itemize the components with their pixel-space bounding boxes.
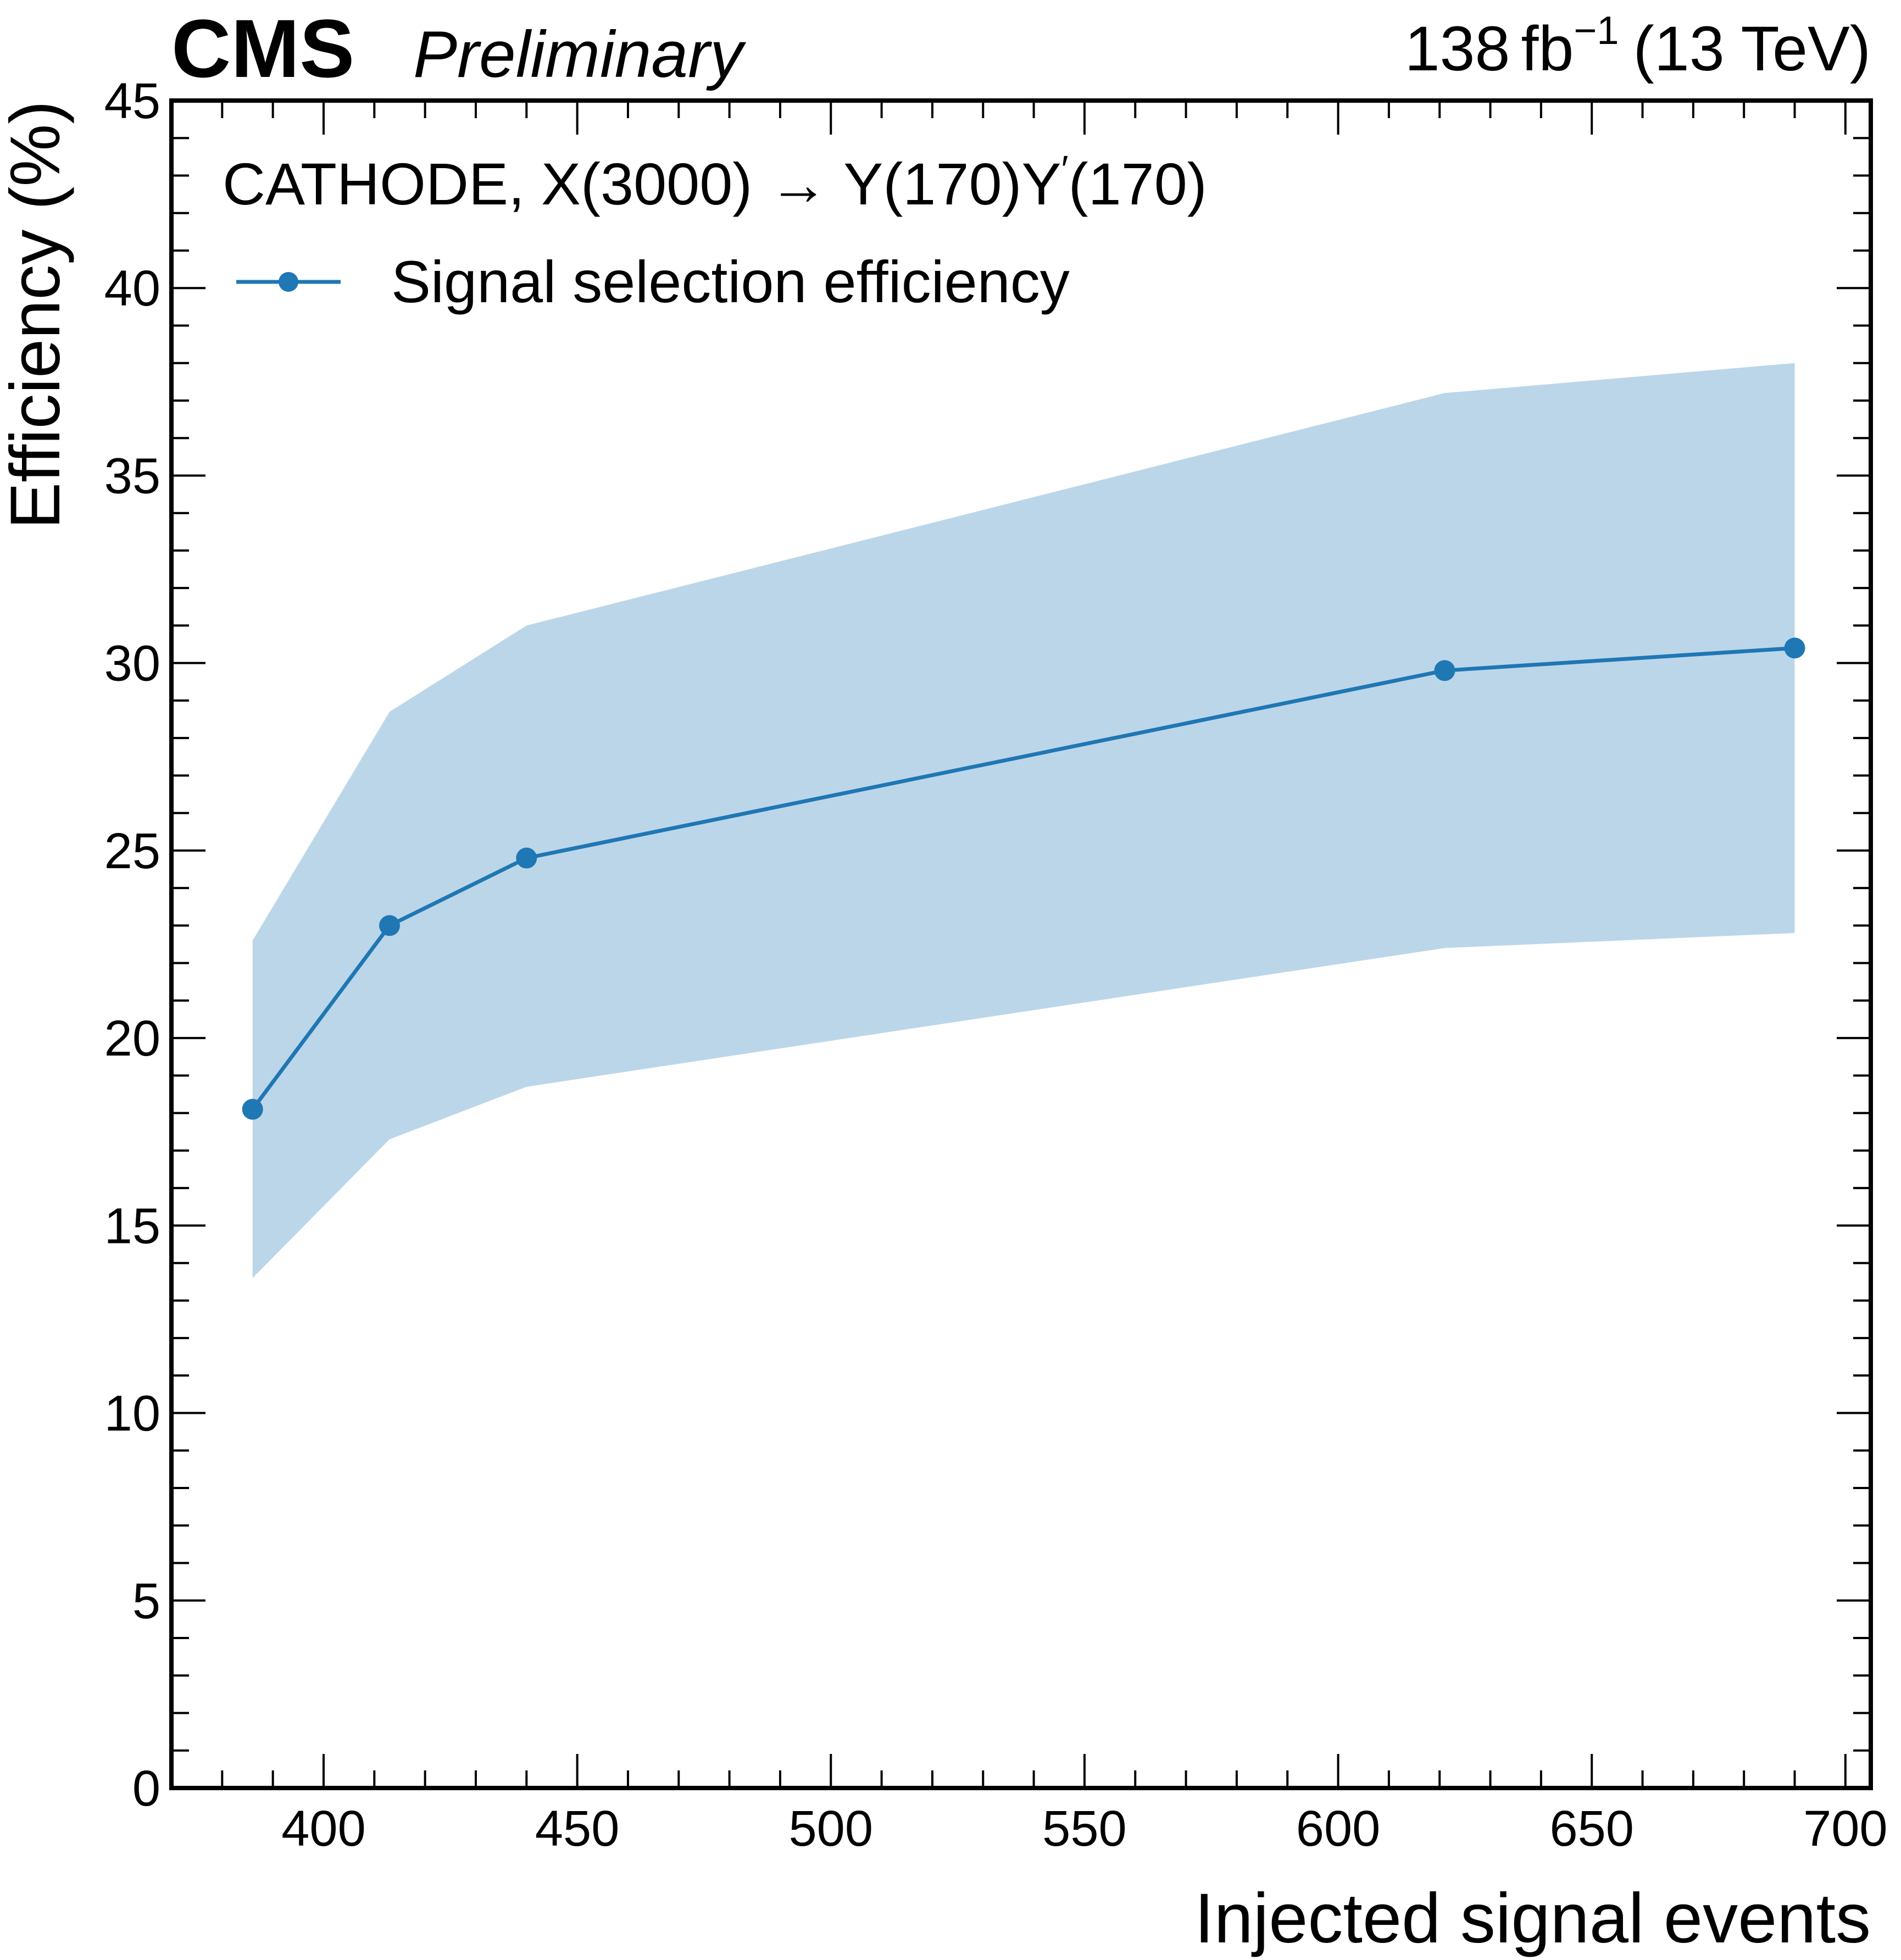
legend-label: Signal selection efficiency (391, 248, 1070, 315)
y-tick-label: 0 (132, 1761, 160, 1817)
data-point (1784, 637, 1805, 659)
lumi-unit: fb (1521, 14, 1574, 84)
status-label: Preliminary (413, 18, 747, 91)
x-tick-label: 400 (281, 1801, 366, 1857)
y-tick-labels: 0 5 10 15 20 25 30 35 40 45 (104, 73, 160, 1817)
annotation-prime: ′ (1061, 148, 1069, 191)
uncertainty-band (252, 363, 1795, 1278)
y-tick-label: 30 (104, 636, 160, 692)
energy-label: (13 TeV) (1633, 14, 1871, 84)
y-tick-label: 20 (104, 1010, 160, 1067)
annotation-suffix: (170) (1069, 151, 1207, 217)
x-tick-label: 500 (789, 1801, 874, 1857)
x-tick-label: 550 (1042, 1801, 1127, 1857)
x-axis-title: Injected signal events (1194, 1879, 1871, 1958)
y-tick-label: 45 (104, 73, 160, 129)
axis-ticks (170, 99, 1871, 1789)
y-tick-label: 15 (104, 1198, 160, 1254)
x-tick-label: 450 (535, 1801, 620, 1857)
x-tick-label: 600 (1296, 1801, 1381, 1857)
lumi-exponent: −1 (1574, 9, 1619, 53)
legend: Signal selection efficiency (236, 248, 1070, 315)
x-tick-labels: 400 450 500 550 600 650 700 (281, 1801, 1887, 1857)
x-tick-label: 650 (1549, 1801, 1634, 1857)
luminosity-label: 138 fb−1 (13 TeV) (1405, 9, 1871, 84)
lumi-value: 138 (1405, 14, 1510, 84)
data-point (379, 915, 401, 936)
experiment-label: CMS (171, 2, 354, 95)
data-point (1434, 660, 1455, 681)
data-point (516, 847, 537, 869)
annotation-prefix: CATHODE, X(3000) → Y(170)Y (223, 151, 1061, 217)
data-point (242, 1098, 263, 1120)
y-tick-label: 10 (104, 1386, 160, 1442)
y-tick-label: 25 (104, 823, 160, 879)
process-annotation: CATHODE, X(3000) → Y(170)Y′(170) (223, 148, 1207, 217)
legend-marker-swatch (279, 272, 298, 292)
y-tick-label: 40 (104, 260, 160, 317)
y-tick-label: 35 (104, 448, 160, 504)
plot-frame (169, 98, 1873, 1790)
y-axis-title: Efficiency (%) (0, 101, 75, 529)
series-markers (242, 637, 1805, 1120)
x-tick-label: 700 (1803, 1801, 1888, 1857)
y-tick-label: 5 (132, 1573, 160, 1629)
